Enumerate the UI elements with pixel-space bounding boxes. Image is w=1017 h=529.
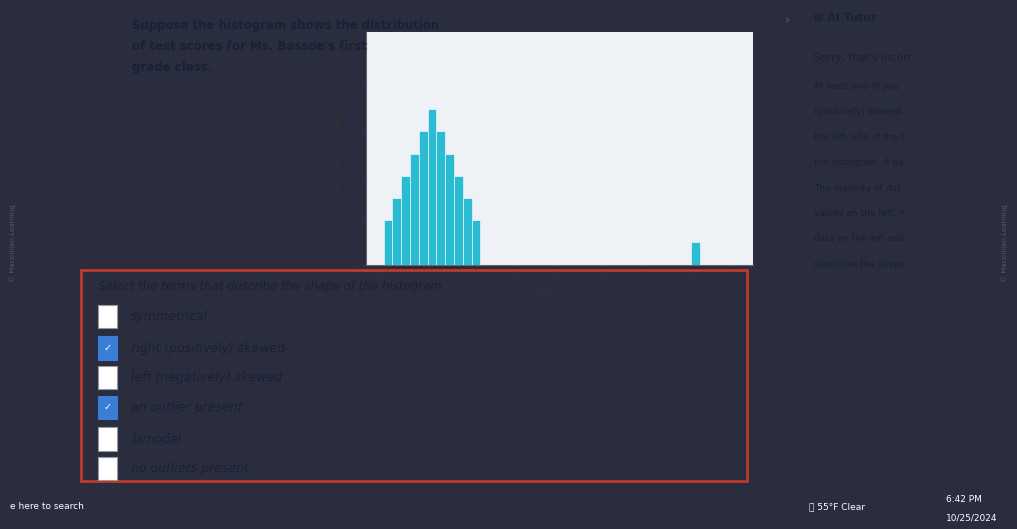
Text: left (negatively) skewed: left (negatively) skewed (131, 371, 283, 384)
Text: At least one of you: At least one of you (814, 82, 899, 91)
Bar (419, 132, 427, 264)
Text: e here to search: e here to search (10, 502, 84, 512)
X-axis label: Test score: Test score (533, 288, 586, 298)
Y-axis label: Number of students: Number of students (334, 103, 343, 193)
Bar (436, 132, 445, 264)
Bar (98, 305, 117, 328)
Text: ›: › (785, 13, 790, 27)
Text: data on the left and: data on the left and (814, 234, 904, 243)
Text: no outliers present: no outliers present (131, 462, 249, 475)
Text: an outlier present: an outlier present (131, 401, 243, 414)
Bar (383, 220, 393, 264)
Text: ✓: ✓ (104, 343, 112, 353)
Text: symmetrical: symmetrical (131, 310, 208, 323)
Bar (393, 198, 402, 264)
Text: grade class.: grade class. (132, 61, 213, 74)
Text: The majority of dat: The majority of dat (814, 184, 900, 193)
Text: bimodal: bimodal (131, 433, 181, 445)
Bar (98, 366, 117, 389)
Bar (445, 153, 454, 264)
Bar (402, 176, 410, 264)
Text: Select the terms that describe the shape of the histogram.: Select the terms that describe the shape… (98, 280, 445, 294)
Text: the left side of the t: the left side of the t (814, 133, 904, 142)
Text: the histogram. A da: the histogram. A da (814, 158, 903, 167)
Text: 🌤 55°F Clear: 🌤 55°F Clear (809, 502, 864, 512)
Bar (472, 220, 480, 264)
Bar (98, 427, 117, 451)
Bar (692, 242, 700, 264)
Text: © Macmillan Learning: © Macmillan Learning (1002, 205, 1008, 282)
Bar (98, 457, 117, 480)
Bar (98, 396, 117, 419)
Text: ✓: ✓ (104, 403, 112, 412)
Text: of test scores for Ms. Bassoe's first: of test scores for Ms. Bassoe's first (132, 40, 367, 53)
Text: Sorry, that's incorr: Sorry, that's incorr (814, 53, 911, 63)
Bar (454, 176, 463, 264)
Bar (463, 198, 472, 264)
Text: 6:42 PM: 6:42 PM (946, 495, 981, 505)
Bar (410, 153, 419, 264)
Text: values on the left. A: values on the left. A (814, 209, 905, 218)
Text: describes the shape: describes the shape (814, 260, 905, 269)
Text: Suppose the histogram shows the distribution: Suppose the histogram shows the distribu… (132, 19, 439, 32)
Text: ⊠ AI Tutor: ⊠ AI Tutor (814, 13, 876, 23)
Bar (98, 336, 117, 360)
Text: right (positively) skewed: right (positively) skewed (131, 342, 286, 354)
Text: © Macmillan Learning: © Macmillan Learning (9, 205, 15, 282)
Text: (positively) skewed: (positively) skewed (814, 107, 901, 116)
Bar (427, 110, 436, 264)
Text: 10/25/2024: 10/25/2024 (946, 514, 998, 523)
